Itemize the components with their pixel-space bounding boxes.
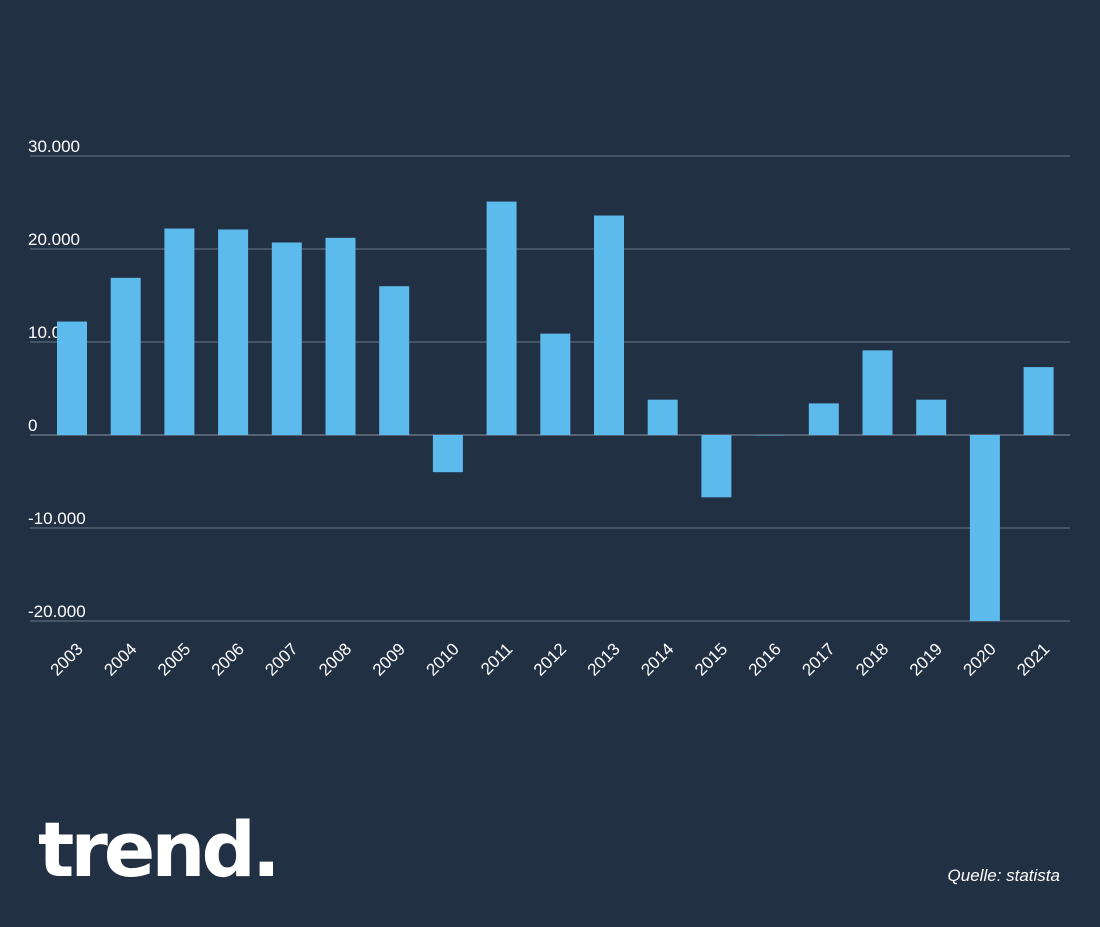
x-tick-label: 2016 xyxy=(745,639,785,679)
x-tick-label: 2012 xyxy=(530,639,570,679)
x-tick-label: 2021 xyxy=(1013,639,1053,679)
x-tick-label: 2003 xyxy=(47,639,87,679)
y-tick-label: 0 xyxy=(28,416,37,435)
x-tick-label: 2011 xyxy=(477,639,516,678)
x-tick-label: 2017 xyxy=(798,639,838,679)
bar xyxy=(701,435,732,498)
x-tick-label: 2020 xyxy=(960,639,1000,679)
x-tick-label: 2007 xyxy=(261,639,301,679)
bar xyxy=(164,228,195,435)
bar xyxy=(862,350,893,435)
x-tick-label: 2015 xyxy=(691,639,731,679)
bar xyxy=(755,435,786,436)
y-tick-label: 20.000 xyxy=(28,230,80,249)
bar xyxy=(432,435,463,473)
x-tick-label: 2013 xyxy=(584,639,624,679)
bar xyxy=(218,229,249,435)
bar xyxy=(808,403,839,435)
bar xyxy=(325,237,356,435)
y-tick-label: -20.000 xyxy=(28,602,86,621)
x-tick-label: 2010 xyxy=(423,639,463,679)
bar xyxy=(57,321,87,435)
x-tick-label: 2008 xyxy=(315,639,355,679)
x-tick-label: 2019 xyxy=(906,639,946,679)
source-note: Quelle: statista xyxy=(947,866,1060,885)
bar xyxy=(647,399,678,435)
bar xyxy=(1023,367,1054,435)
bar xyxy=(486,201,517,435)
x-tick-label: 2005 xyxy=(154,639,194,679)
x-tick-label: 2014 xyxy=(637,639,677,679)
trend-logo: trend. xyxy=(38,805,281,894)
bar xyxy=(594,215,624,435)
y-tick-label: 30.000 xyxy=(28,137,80,156)
y-tick-label: -10.000 xyxy=(28,509,86,528)
bar xyxy=(271,242,302,435)
bar xyxy=(379,286,410,435)
x-tick-label: 2006 xyxy=(208,639,248,679)
x-tick-label: 2018 xyxy=(852,639,892,679)
bar xyxy=(916,399,947,435)
x-tick-label: 2009 xyxy=(369,639,409,679)
bar xyxy=(969,435,1000,621)
x-tick-label: 2004 xyxy=(100,639,140,679)
bar xyxy=(540,333,571,435)
bar xyxy=(110,277,141,435)
